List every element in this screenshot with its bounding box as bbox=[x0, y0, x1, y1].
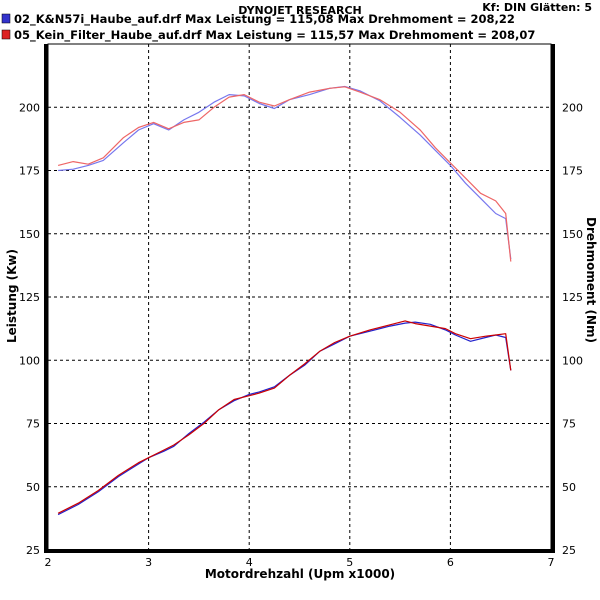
x-tick-label: 4 bbox=[246, 556, 253, 569]
plot-area bbox=[47, 43, 552, 551]
y-tick-label-right: 150 bbox=[562, 228, 583, 241]
y-tick-label-right: 25 bbox=[562, 544, 576, 557]
series-line-2 bbox=[57, 320, 512, 514]
x-tick-labels: 2 3 4 5 6 7 bbox=[45, 556, 555, 569]
legend-label-1: 02_K&N57i_Haube_auf.drf Max Leistung = 1… bbox=[14, 12, 515, 27]
y-axis-left bbox=[44, 44, 48, 553]
y-tick-label-left: 150 bbox=[19, 228, 40, 241]
x-tick-label: 5 bbox=[346, 556, 353, 569]
y-tick-label-left: 125 bbox=[19, 291, 40, 304]
y-tick-label-left: 100 bbox=[19, 354, 40, 367]
y-tick-labels-right: 25 50 75 100 125 150 175 200 bbox=[562, 101, 583, 557]
y-axis-right bbox=[551, 44, 555, 553]
y-tick-label-right: 125 bbox=[562, 291, 583, 304]
y-tick-label-left: 50 bbox=[26, 481, 40, 494]
y-tick-label-right: 100 bbox=[562, 354, 583, 367]
y-tick-label-left: 200 bbox=[19, 101, 40, 114]
series-lines bbox=[57, 85, 512, 516]
grid bbox=[48, 44, 551, 550]
y-tick-label-left: 75 bbox=[26, 418, 40, 431]
y-axis-label-left: Leistung (Kw) bbox=[5, 249, 19, 343]
y-tick-label-right: 50 bbox=[562, 481, 576, 494]
legend-swatch-1 bbox=[1, 13, 11, 24]
chart-info: Kf: DIN Glätten: 5 bbox=[482, 1, 592, 14]
chart-title: DYNOJET RESEARCH bbox=[238, 4, 361, 17]
y-tick-label-left: 25 bbox=[26, 544, 40, 557]
y-tick-label-right: 175 bbox=[562, 165, 583, 178]
series-line-3 bbox=[58, 85, 512, 260]
x-axis bbox=[44, 549, 555, 553]
x-tick-label: 2 bbox=[45, 556, 52, 569]
y-axis-label-right: Drehmoment (Nm) bbox=[584, 217, 598, 343]
legend: 02_K&N57i_Haube_auf.drf Max Leistung = 1… bbox=[1, 12, 535, 43]
y-tick-labels-left: 25 50 75 100 125 150 175 200 bbox=[19, 101, 40, 557]
y-tick-label-left: 175 bbox=[19, 165, 40, 178]
series-line-4 bbox=[57, 86, 512, 262]
x-tick-label: 3 bbox=[145, 556, 152, 569]
legend-swatch-2 bbox=[1, 29, 11, 40]
y-tick-label-right: 200 bbox=[562, 101, 583, 114]
legend-label-2: 05_Kein_Filter_Haube_auf.drf Max Leistun… bbox=[14, 28, 535, 43]
y-tick-label-right: 75 bbox=[562, 418, 576, 431]
x-tick-label: 6 bbox=[447, 556, 454, 569]
x-tick-label: 7 bbox=[548, 556, 555, 569]
x-axis-label: Motordrehzahl (Upm x1000) bbox=[205, 567, 395, 581]
